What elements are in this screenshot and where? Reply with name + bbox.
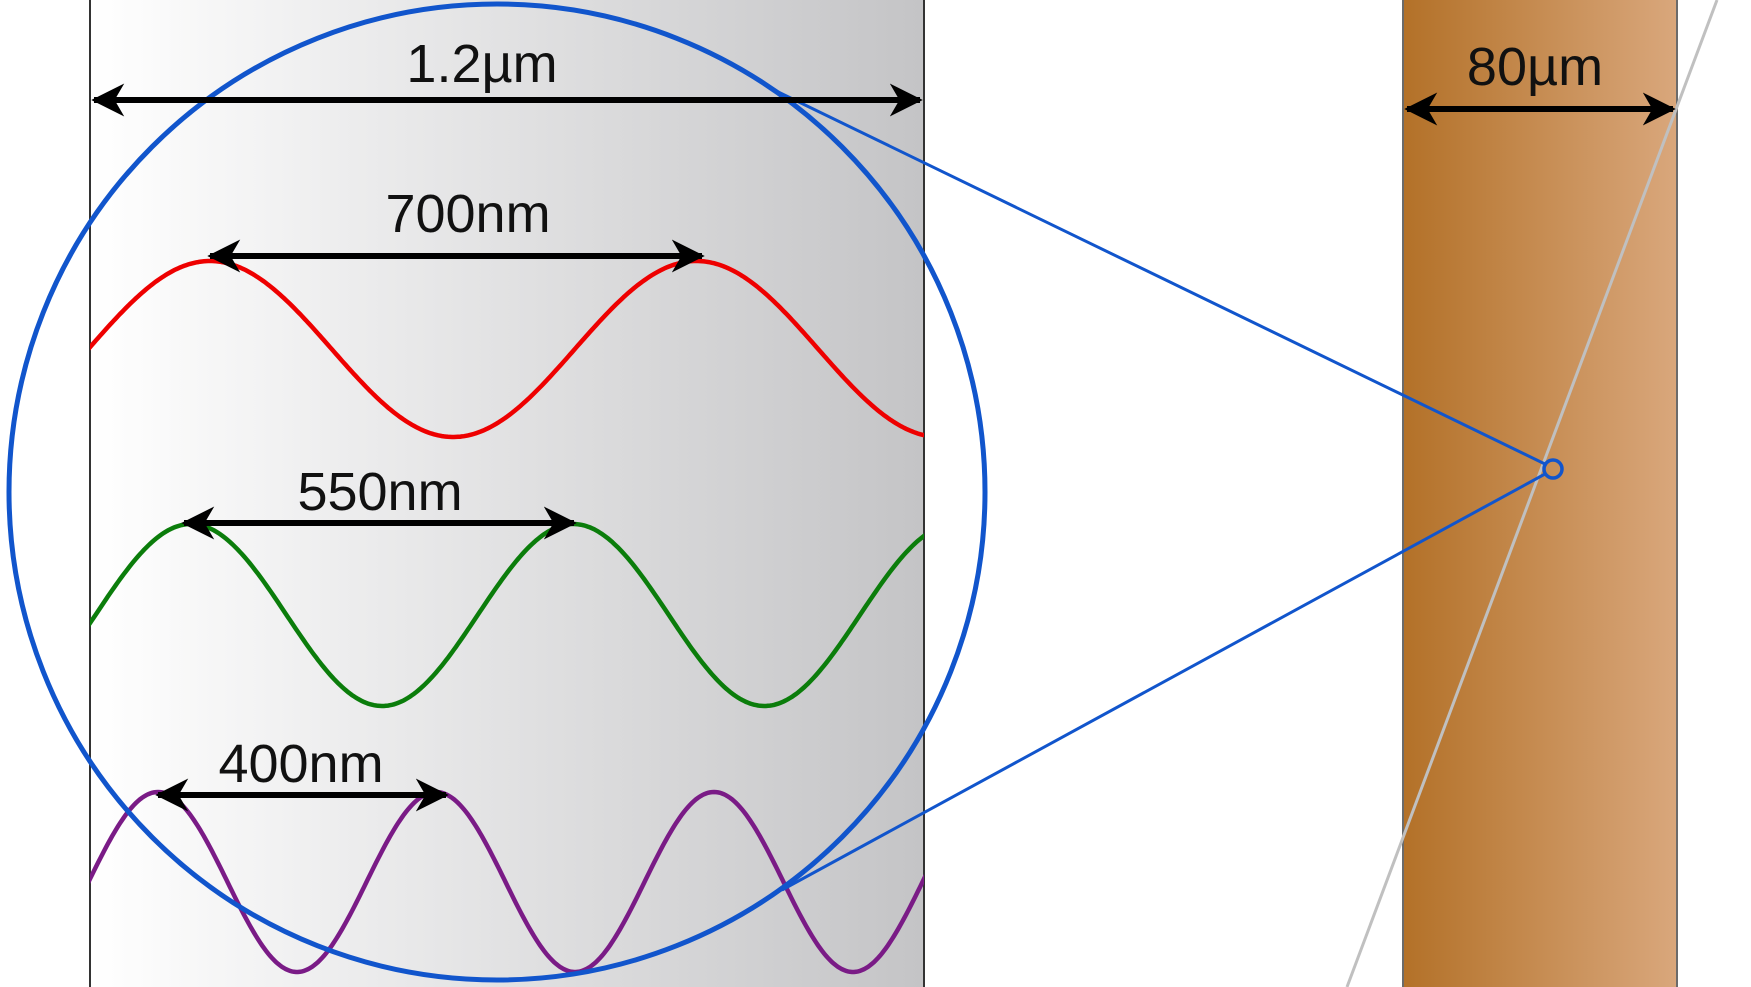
wavelength-400-label: 400nm — [218, 734, 383, 794]
wavelength-700-label: 700nm — [385, 184, 550, 244]
light-ray — [1345, 0, 1719, 987]
magnifier-connector-bottom — [781, 472, 1546, 892]
width-1-2um-label: 1.2µm — [406, 34, 557, 94]
magnified-panel — [89, 0, 925, 987]
magnifier-connector-top — [769, 86, 1548, 467]
magnified-spot-marker — [1542, 458, 1564, 480]
green-wave-550nm — [90, 521, 924, 709]
fiber-width-label: 80µm — [1467, 37, 1603, 97]
fiber-strip — [1402, 0, 1678, 987]
magnifier-circle — [6, 1, 988, 983]
wavelength-550-label: 550nm — [297, 462, 462, 522]
